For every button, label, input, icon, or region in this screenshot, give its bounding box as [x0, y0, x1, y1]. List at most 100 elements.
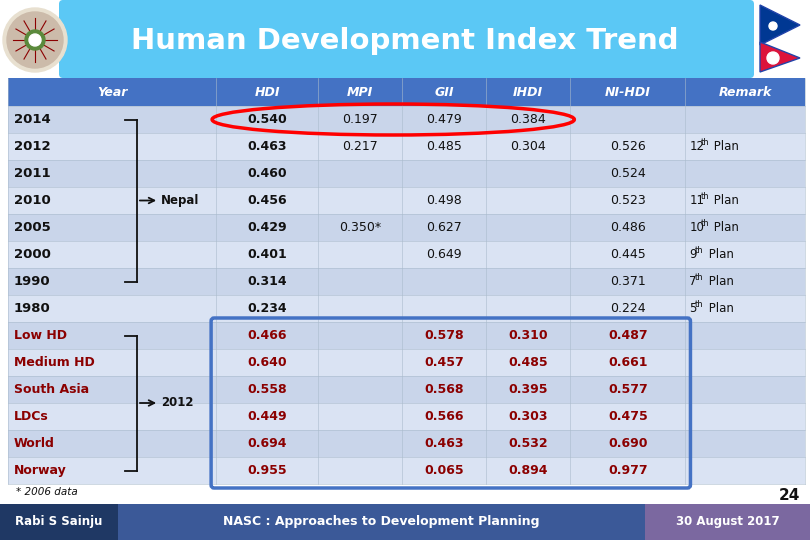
- Text: 1990: 1990: [14, 275, 50, 288]
- Text: th: th: [695, 300, 704, 309]
- Circle shape: [7, 12, 63, 68]
- Text: 10: 10: [689, 221, 705, 234]
- Bar: [8, 268, 805, 295]
- Text: 2012: 2012: [161, 396, 194, 409]
- Text: 0.310: 0.310: [509, 329, 548, 342]
- Text: 0.457: 0.457: [424, 356, 464, 369]
- Text: 0.540: 0.540: [247, 113, 287, 126]
- Text: * 2006 data: * 2006 data: [16, 487, 78, 497]
- Text: 0.197: 0.197: [342, 113, 378, 126]
- Text: 0.627: 0.627: [426, 221, 462, 234]
- Text: th: th: [695, 273, 704, 282]
- Text: 12: 12: [689, 140, 705, 153]
- Text: NI-HDI: NI-HDI: [605, 85, 650, 98]
- Bar: [8, 295, 805, 322]
- Text: Plan: Plan: [710, 194, 740, 207]
- Bar: [8, 160, 805, 187]
- Text: Medium HD: Medium HD: [14, 356, 95, 369]
- Text: th: th: [701, 138, 709, 147]
- Circle shape: [767, 52, 779, 64]
- Text: 0.456: 0.456: [247, 194, 287, 207]
- Text: GII: GII: [434, 85, 454, 98]
- Bar: [8, 457, 805, 484]
- Text: 0.566: 0.566: [424, 410, 464, 423]
- Text: Norway: Norway: [14, 464, 66, 477]
- Text: 0.395: 0.395: [509, 383, 548, 396]
- Text: 0.649: 0.649: [426, 248, 462, 261]
- Text: 30 August 2017: 30 August 2017: [676, 516, 779, 529]
- Text: 0.463: 0.463: [424, 437, 464, 450]
- Text: 0.350*: 0.350*: [339, 221, 381, 234]
- Text: 2011: 2011: [14, 167, 50, 180]
- Text: Human Development Index Trend: Human Development Index Trend: [131, 27, 679, 55]
- Text: 0.578: 0.578: [424, 329, 464, 342]
- Text: 0.304: 0.304: [510, 140, 546, 153]
- Text: Nepal: Nepal: [161, 194, 199, 207]
- Circle shape: [769, 22, 777, 30]
- Text: 11: 11: [689, 194, 705, 207]
- Text: 7: 7: [689, 275, 697, 288]
- Bar: [8, 322, 805, 349]
- Text: 0.690: 0.690: [608, 437, 648, 450]
- Text: 0.485: 0.485: [426, 140, 462, 153]
- Text: 0.694: 0.694: [247, 437, 287, 450]
- Bar: [8, 106, 805, 133]
- Text: 0.558: 0.558: [247, 383, 287, 396]
- Text: 0.955: 0.955: [247, 464, 287, 477]
- Text: 0.429: 0.429: [247, 221, 287, 234]
- Bar: [8, 241, 805, 268]
- Polygon shape: [760, 5, 800, 45]
- Text: 0.384: 0.384: [510, 113, 546, 126]
- Text: 0.523: 0.523: [610, 194, 646, 207]
- Bar: [0, 504, 810, 540]
- Bar: [8, 349, 805, 376]
- Text: 2014: 2014: [14, 113, 51, 126]
- Text: 0.371: 0.371: [610, 275, 646, 288]
- Text: HDI: HDI: [254, 85, 279, 98]
- Text: 0.894: 0.894: [509, 464, 548, 477]
- Text: 0.445: 0.445: [610, 248, 646, 261]
- Text: 0.234: 0.234: [247, 302, 287, 315]
- Text: 0.449: 0.449: [247, 410, 287, 423]
- Bar: [8, 403, 805, 430]
- Bar: [0, 504, 118, 540]
- Text: 0.977: 0.977: [608, 464, 648, 477]
- Text: NASC : Approaches to Development Planning: NASC : Approaches to Development Plannin…: [224, 516, 539, 529]
- Text: Low HD: Low HD: [14, 329, 67, 342]
- Text: th: th: [701, 192, 709, 201]
- Text: IHDI: IHDI: [514, 85, 544, 98]
- Text: Plan: Plan: [705, 248, 734, 261]
- Text: 0.463: 0.463: [247, 140, 287, 153]
- Text: 0.485: 0.485: [509, 356, 548, 369]
- Text: MPI: MPI: [347, 85, 373, 98]
- Text: 0.568: 0.568: [424, 383, 464, 396]
- Text: Year: Year: [97, 85, 127, 98]
- Bar: [8, 430, 805, 457]
- Text: 0.498: 0.498: [426, 194, 462, 207]
- Text: 2010: 2010: [14, 194, 51, 207]
- Text: 0.224: 0.224: [610, 302, 646, 315]
- Text: Rabi S Sainju: Rabi S Sainju: [15, 516, 103, 529]
- Text: 1980: 1980: [14, 302, 51, 315]
- Text: 0.577: 0.577: [608, 383, 648, 396]
- Text: 2000: 2000: [14, 248, 51, 261]
- Text: 0.524: 0.524: [610, 167, 646, 180]
- Text: 9: 9: [689, 248, 697, 261]
- Text: 0.661: 0.661: [608, 356, 648, 369]
- Text: 0.479: 0.479: [426, 113, 462, 126]
- Text: 0.466: 0.466: [247, 329, 287, 342]
- Circle shape: [25, 30, 45, 50]
- Bar: [8, 187, 805, 214]
- Circle shape: [3, 8, 67, 72]
- FancyBboxPatch shape: [59, 0, 754, 78]
- Text: Plan: Plan: [710, 221, 740, 234]
- Bar: [8, 214, 805, 241]
- Text: 0.526: 0.526: [610, 140, 646, 153]
- Text: 0.217: 0.217: [342, 140, 378, 153]
- Text: th: th: [701, 219, 709, 228]
- Bar: [8, 78, 805, 106]
- Text: 0.460: 0.460: [247, 167, 287, 180]
- Text: World: World: [14, 437, 55, 450]
- Text: 0.640: 0.640: [247, 356, 287, 369]
- Text: 0.065: 0.065: [424, 464, 464, 477]
